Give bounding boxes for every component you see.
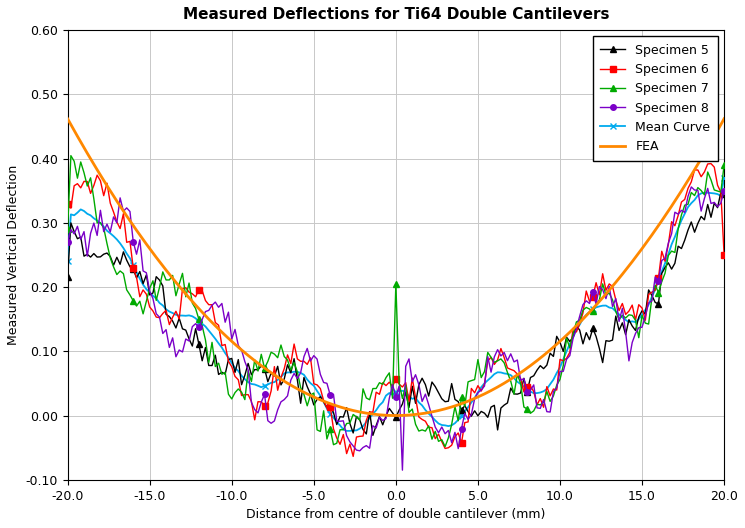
Specimen 7 — [70, 158, 79, 164]
Mean Curve — [302, 376, 311, 383]
Mean Curve — [63, 258, 72, 265]
Specimen 6 — [63, 200, 72, 206]
Line: Specimen 6: Specimen 6 — [65, 161, 727, 459]
FEA — [421, 410, 430, 416]
Specimen 6 — [302, 361, 311, 367]
Specimen 8 — [122, 205, 131, 211]
Specimen 8 — [687, 184, 696, 190]
Specimen 7 — [440, 444, 449, 450]
Specimen 8 — [421, 391, 430, 397]
Specimen 8 — [667, 231, 676, 237]
Specimen 7 — [720, 162, 729, 168]
Specimen 8 — [66, 227, 75, 233]
Specimen 8 — [720, 187, 729, 194]
Specimen 5 — [339, 414, 348, 420]
Line: Specimen 8: Specimen 8 — [65, 184, 727, 473]
FEA — [302, 391, 311, 397]
Mean Curve — [339, 426, 348, 432]
Specimen 7 — [125, 292, 134, 298]
FEA — [63, 116, 72, 122]
Specimen 5 — [421, 381, 430, 388]
Specimen 7 — [421, 428, 430, 434]
Legend: Specimen 5, Specimen 6, Specimen 7, Specimen 8, Mean Curve, FEA: Specimen 5, Specimen 6, Specimen 7, Spec… — [593, 36, 718, 161]
Specimen 7 — [66, 153, 75, 159]
Specimen 6 — [706, 161, 715, 167]
Line: Specimen 5: Specimen 5 — [65, 190, 727, 438]
Specimen 5 — [369, 432, 378, 439]
FEA — [720, 116, 729, 122]
Specimen 7 — [342, 420, 351, 427]
Specimen 8 — [398, 467, 407, 473]
Mean Curve — [720, 175, 729, 181]
Specimen 6 — [667, 219, 676, 225]
Specimen 5 — [302, 383, 311, 390]
Line: Specimen 7: Specimen 7 — [65, 153, 727, 449]
FEA — [667, 203, 676, 209]
Specimen 6 — [720, 252, 729, 258]
Specimen 5 — [720, 191, 729, 197]
Line: Mean Curve: Mean Curve — [64, 174, 728, 435]
Mean Curve — [122, 250, 131, 257]
Specimen 7 — [63, 226, 72, 232]
Specimen 5 — [122, 257, 131, 263]
Specimen 6 — [349, 453, 358, 459]
Mean Curve — [667, 241, 676, 248]
FEA — [339, 405, 348, 411]
Specimen 7 — [670, 249, 679, 256]
Specimen 6 — [339, 431, 348, 438]
FEA — [66, 121, 75, 128]
Line: FEA: FEA — [68, 119, 724, 416]
FEA — [122, 213, 131, 219]
Specimen 8 — [63, 239, 72, 245]
FEA — [391, 412, 400, 419]
Specimen 6 — [66, 205, 75, 211]
Specimen 5 — [667, 266, 676, 272]
Specimen 7 — [306, 392, 315, 398]
Title: Measured Deflections for Ti64 Double Cantilevers: Measured Deflections for Ti64 Double Can… — [183, 7, 609, 22]
Specimen 6 — [421, 418, 430, 425]
Specimen 8 — [302, 345, 311, 352]
Mean Curve — [66, 211, 75, 218]
Specimen 6 — [122, 239, 131, 246]
Mean Curve — [346, 428, 355, 434]
Specimen 5 — [66, 220, 75, 226]
X-axis label: Distance from centre of double cantilever (mm): Distance from centre of double cantileve… — [246, 508, 545, 521]
Y-axis label: Measured Vertical Deflection: Measured Vertical Deflection — [7, 165, 20, 345]
Specimen 8 — [339, 418, 348, 424]
Specimen 5 — [63, 274, 72, 280]
Mean Curve — [421, 407, 430, 413]
Specimen 5 — [717, 189, 726, 195]
